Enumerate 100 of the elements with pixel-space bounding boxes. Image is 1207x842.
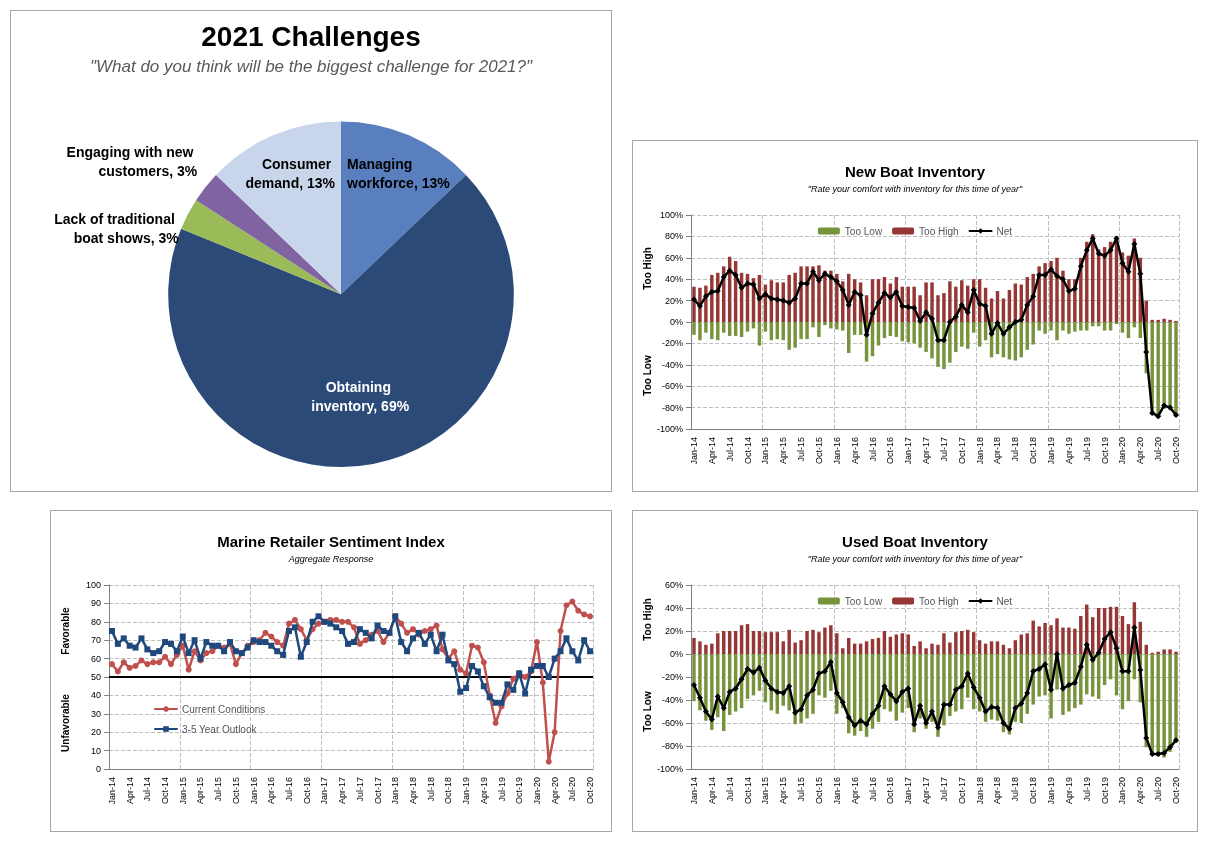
x-tick-label: Apr-17	[921, 777, 932, 805]
text: Too Low	[641, 691, 653, 732]
x-tick-label: Jul-17	[938, 437, 949, 462]
bar	[1031, 322, 1035, 345]
x-tick-label: Jul-18	[425, 777, 436, 802]
bar	[835, 322, 839, 330]
y-tick-label: 0	[95, 764, 101, 774]
y-tick-label: 40%	[664, 274, 683, 285]
bar	[805, 266, 809, 322]
bar	[829, 322, 833, 329]
bar	[716, 322, 720, 341]
x-tick-label: Jul-15	[796, 777, 807, 802]
bar	[1067, 627, 1071, 654]
x-tick-label: Jan-15	[177, 777, 188, 805]
bar	[942, 633, 946, 654]
bar	[1019, 634, 1024, 654]
bar	[1061, 322, 1065, 331]
slice-label: Engaging with new customers, 3%	[66, 144, 198, 180]
bar	[1037, 626, 1041, 654]
x-tick-label: Oct-19	[514, 777, 525, 805]
bar	[942, 293, 946, 322]
bar	[912, 645, 916, 654]
bar	[799, 640, 803, 654]
x-tick-label: Oct-17	[956, 437, 967, 465]
bar	[1162, 318, 1166, 322]
legend-label: Too High	[919, 595, 959, 607]
y-tick-label: 50	[90, 672, 101, 682]
bar	[1108, 322, 1113, 331]
y-tick-label: -60%	[661, 381, 683, 392]
y-tick-label: -100%	[656, 764, 683, 774]
y-tick-label: 30	[90, 708, 101, 719]
x-tick-label: Apr-19	[1063, 777, 1074, 805]
x-tick-label: Jan-19	[1046, 437, 1057, 465]
x-tick-label: Jan-19	[461, 777, 472, 805]
chart-title: Used Boat Inventory	[842, 533, 989, 550]
bar	[1079, 322, 1083, 331]
x-tick-label: Jul-14	[142, 777, 153, 802]
bar	[817, 265, 821, 322]
bar	[1085, 322, 1089, 331]
y-tick-label: 40	[90, 690, 101, 701]
chart-subtitle: "What do you think will be the biggest challenge for 2021?"	[89, 57, 533, 76]
bar	[763, 322, 768, 332]
bar	[1073, 322, 1077, 332]
bar	[960, 631, 964, 654]
legend-label: 3-5 Year Outlook	[182, 723, 258, 735]
y-tick-label: 100%	[659, 210, 683, 220]
x-tick-label: Jan-17	[903, 437, 914, 465]
y-tick-label: 40%	[664, 603, 683, 613]
x-tick-label: Jul-15	[213, 777, 224, 802]
x-tick-label: Jan-17	[903, 777, 914, 805]
x-tick-label: Jul-20	[1153, 437, 1164, 462]
y-axis-title: Too High	[641, 598, 653, 641]
x-tick-label: Jul-16	[867, 777, 878, 802]
x-tick-label: Oct-14	[742, 777, 753, 805]
bar	[954, 632, 958, 654]
chart-subtitle: Aggregate Response	[287, 553, 374, 564]
bar	[716, 633, 720, 654]
y-tick-label: 0%	[669, 649, 683, 659]
bar	[1049, 322, 1053, 331]
bar	[924, 322, 928, 352]
x-tick-label: Oct-18	[1028, 777, 1039, 805]
bar	[1055, 618, 1059, 654]
y-tick-label: -60%	[661, 718, 683, 728]
x-tick-label: Jul-15	[796, 437, 807, 462]
x-tick-label: Jan-15	[760, 437, 771, 465]
x-tick-label: Jul-14	[724, 777, 735, 802]
y-tick-label: 80%	[664, 231, 683, 242]
bar	[710, 274, 714, 322]
bar	[1156, 654, 1160, 757]
x-tick-label: Jan-20	[1117, 777, 1128, 805]
bar	[745, 322, 750, 332]
chart-title: 2021 Challenges	[201, 20, 421, 52]
x-tick-label: Jan-20	[1117, 437, 1128, 465]
bar	[1031, 620, 1035, 654]
bar	[960, 322, 964, 347]
x-tick-label: Apr-19	[1063, 437, 1074, 465]
x-tick-label: Jul-17	[938, 777, 949, 802]
bar	[1168, 319, 1172, 322]
x-tick-label: Jan-16	[831, 777, 842, 805]
bar	[1055, 322, 1059, 341]
bar	[1168, 649, 1172, 654]
text: Unfavorable	[59, 693, 71, 752]
bar	[787, 629, 791, 654]
x-tick-label: Jul-20	[1153, 777, 1164, 802]
x-tick-label: Jan-16	[831, 437, 842, 465]
x-tick-label: Apr-14	[706, 777, 717, 805]
bar	[1162, 322, 1166, 409]
bar	[1061, 627, 1065, 654]
bar	[1162, 649, 1166, 654]
x-tick-label: Apr-18	[992, 777, 1003, 805]
chart-title: Marine Retailer Sentiment Index	[217, 533, 446, 550]
x-tick-label: Oct-19	[1099, 437, 1110, 465]
bar	[1043, 322, 1047, 334]
x-tick-label: Apr-18	[992, 437, 1003, 465]
y-tick-label: -100%	[656, 424, 683, 434]
x-tick-label: Jan-14	[688, 437, 699, 465]
bar	[811, 629, 815, 654]
y-tick-label: -80%	[661, 402, 683, 413]
x-tick-label: Jan-18	[390, 777, 401, 805]
x-tick-label: Jul-17	[354, 777, 365, 802]
